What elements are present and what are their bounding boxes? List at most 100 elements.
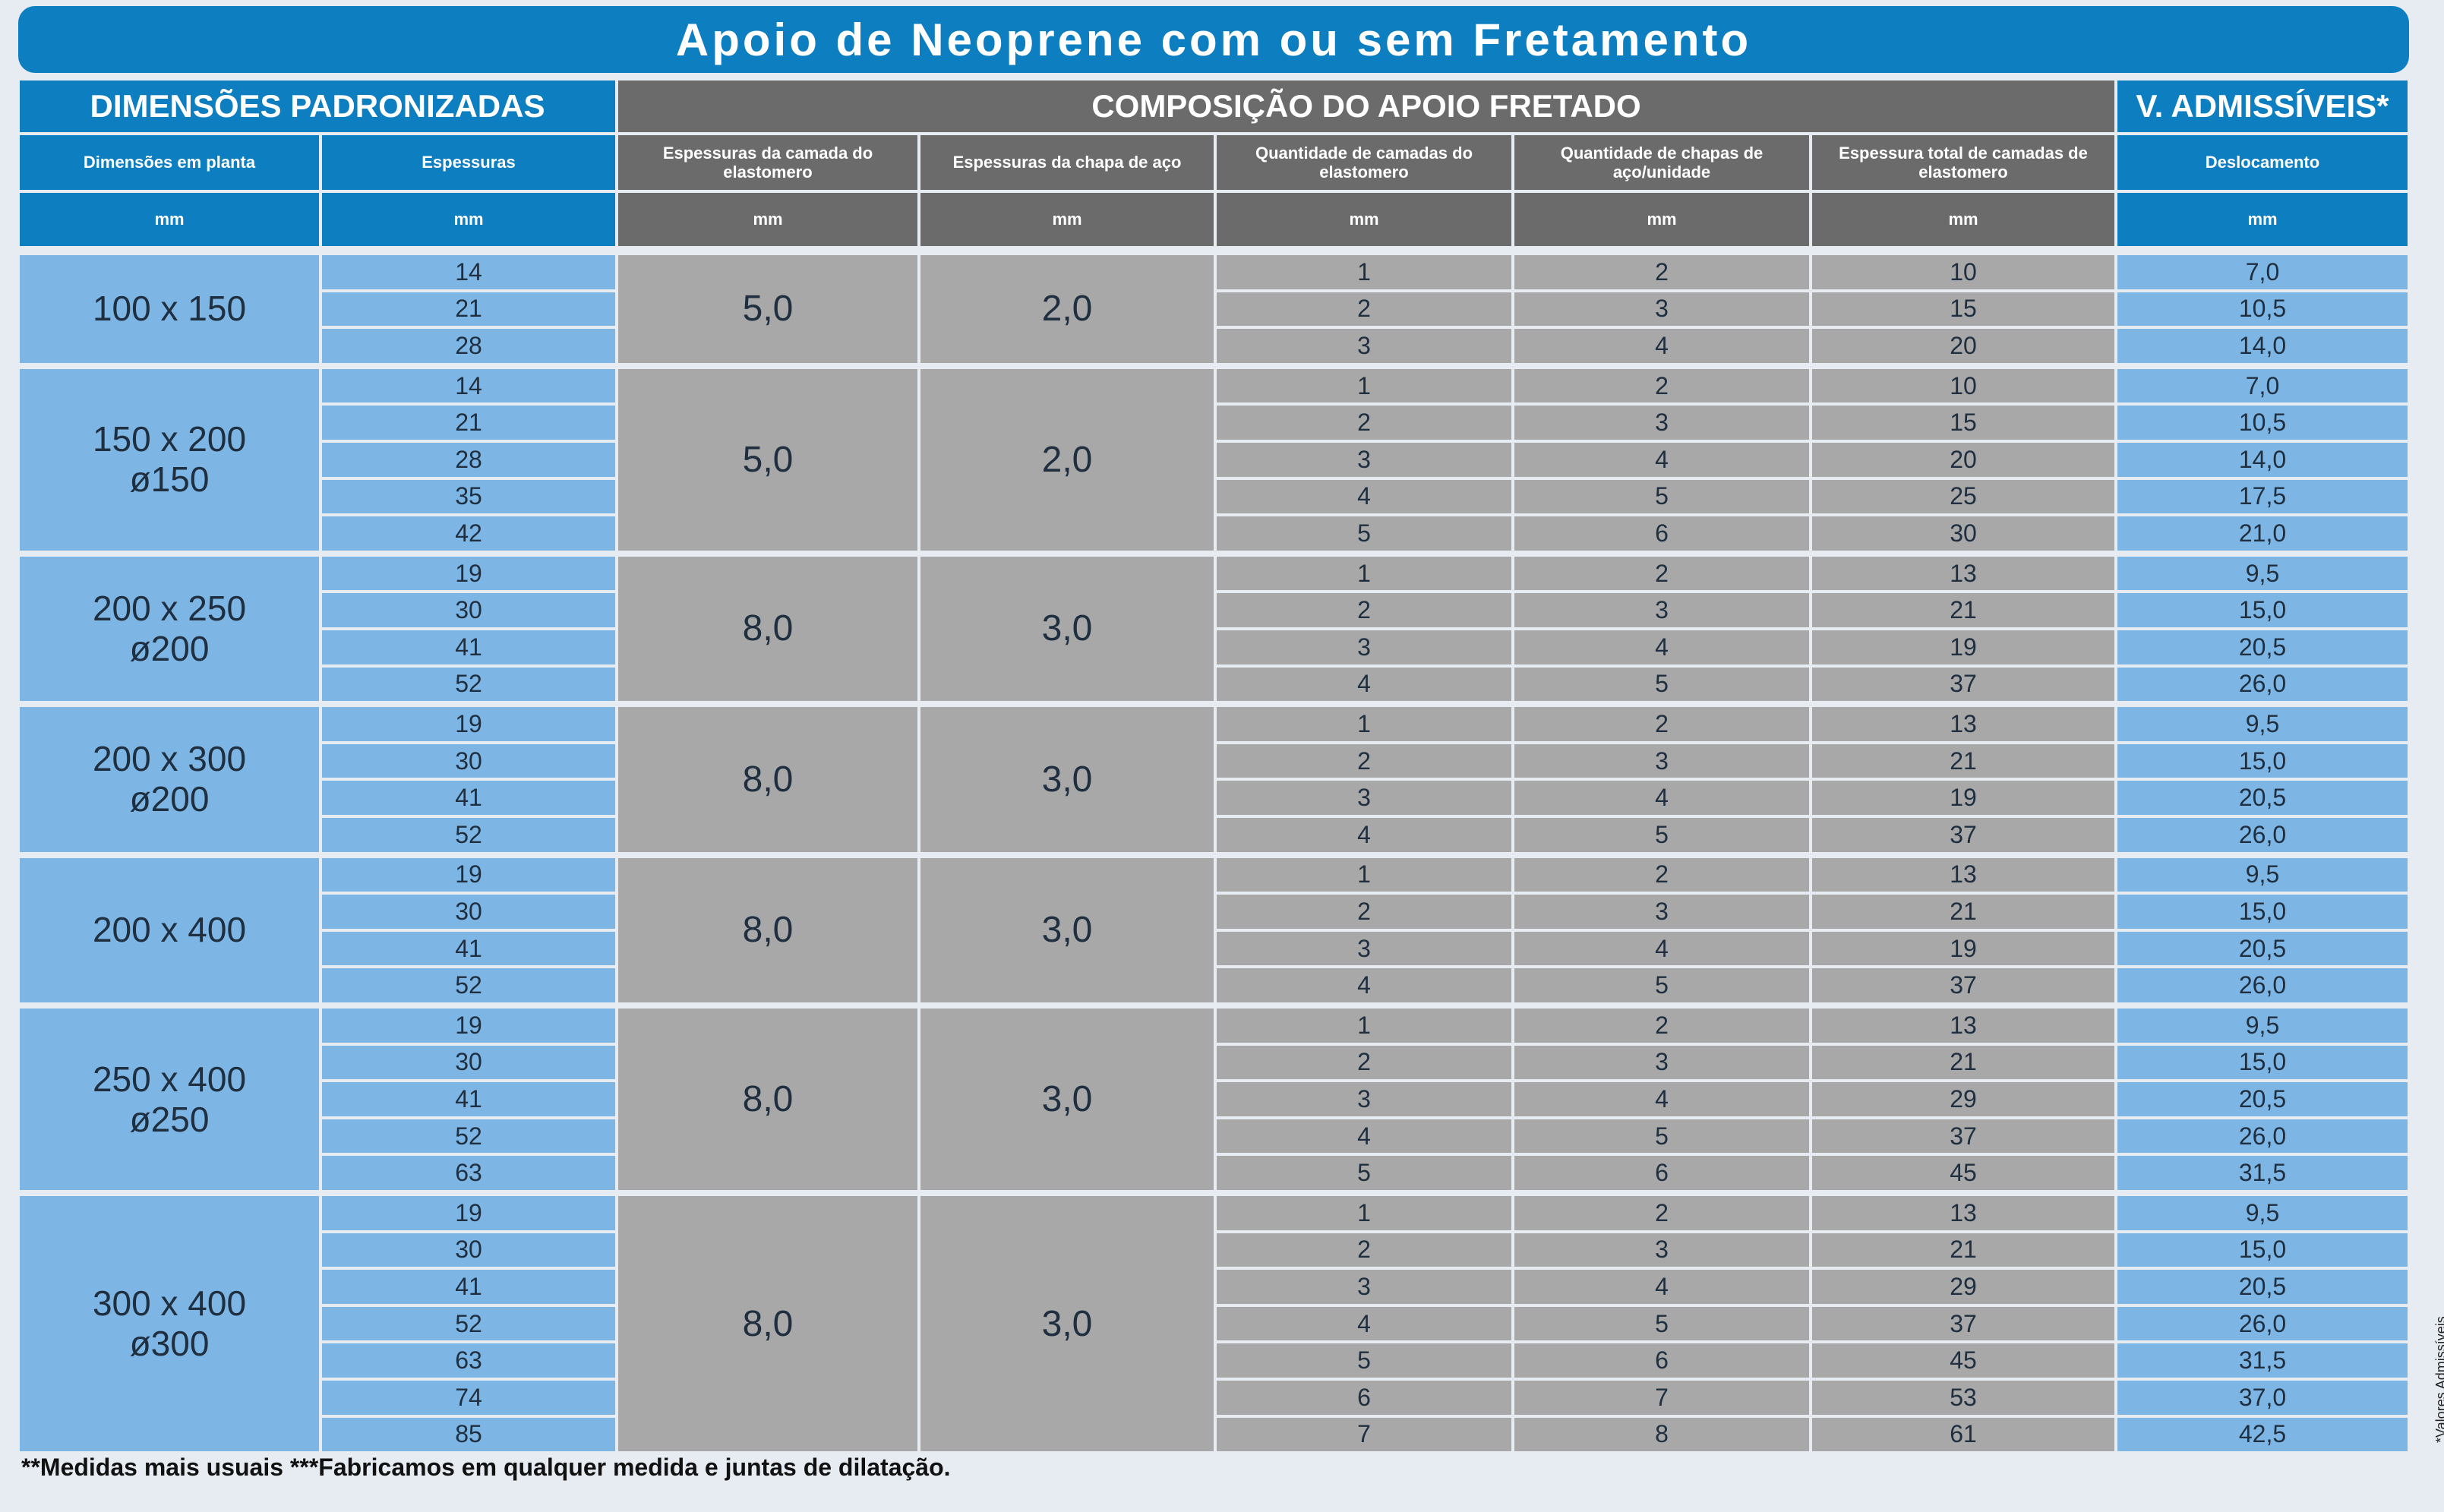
qtd-chapas-cell: 8	[1514, 1417, 1809, 1452]
espessura-total-cell: 29	[1812, 1270, 2114, 1304]
column-header: Deslocamento	[2117, 135, 2408, 190]
espessura-total-cell: 29	[1812, 1082, 2114, 1116]
camada-cell: 8,0	[618, 556, 917, 702]
unit-label: mm	[2117, 193, 2408, 246]
espessura-total-cell: 19	[1812, 630, 2114, 664]
qtd-camadas-cell: 2	[1217, 406, 1511, 440]
espessura-cell: 41	[322, 1270, 615, 1304]
espessura-total-cell: 37	[1812, 1119, 2114, 1154]
qtd-chapas-cell: 4	[1514, 329, 1809, 363]
espessura-total-cell: 37	[1812, 818, 2114, 852]
deslocamento-cell: 9,5	[2117, 707, 2408, 741]
qtd-camadas-cell: 1	[1217, 857, 1511, 892]
deslocamento-cell: 7,0	[2117, 255, 2408, 289]
espessura-total-cell: 10	[1812, 368, 2114, 403]
qtd-camadas-cell: 3	[1217, 1082, 1511, 1116]
qtd-chapas-cell: 2	[1514, 1196, 1809, 1230]
qtd-chapas-cell: 6	[1514, 516, 1809, 551]
column-header: Espessura total de camadas de elastomero	[1812, 135, 2114, 190]
espessura-cell: 35	[322, 479, 615, 514]
camada-cell: 8,0	[618, 1009, 917, 1190]
qtd-chapas-cell: 5	[1514, 1306, 1809, 1341]
deslocamento-cell: 9,5	[2117, 1196, 2408, 1230]
qtd-chapas-cell: 2	[1514, 556, 1809, 591]
group-header-dimensoes: DIMENSÕES PADRONIZADAS	[20, 80, 615, 132]
espessura-total-cell: 25	[1812, 479, 2114, 514]
qtd-camadas-cell: 4	[1217, 818, 1511, 852]
chapa-cell: 3,0	[920, 857, 1214, 1002]
column-header: Espessuras	[322, 135, 615, 190]
espessura-total-cell: 19	[1812, 781, 2114, 815]
qtd-camadas-cell: 7	[1217, 1417, 1511, 1452]
qtd-camadas-cell: 1	[1217, 368, 1511, 403]
deslocamento-cell: 26,0	[2117, 667, 2408, 702]
deslocamento-cell: 20,5	[2117, 931, 2408, 966]
qtd-chapas-cell: 4	[1514, 1082, 1809, 1116]
espessura-cell: 30	[322, 1233, 615, 1267]
qtd-chapas-cell: 3	[1514, 743, 1809, 778]
qtd-chapas-cell: 2	[1514, 255, 1809, 289]
espessura-cell: 28	[322, 329, 615, 363]
dimension-cell: 250 x 400 ø250	[20, 1009, 319, 1190]
espessura-cell: 85	[322, 1417, 615, 1452]
espessura-cell: 41	[322, 781, 615, 815]
qtd-camadas-cell: 2	[1217, 1045, 1511, 1080]
qtd-chapas-cell: 6	[1514, 1156, 1809, 1190]
qtd-camadas-cell: 2	[1217, 593, 1511, 627]
deslocamento-cell: 31,5	[2117, 1156, 2408, 1190]
espessura-cell: 19	[322, 1196, 615, 1230]
qtd-camadas-cell: 3	[1217, 329, 1511, 363]
qtd-camadas-cell: 3	[1217, 1270, 1511, 1304]
dimension-cell: 200 x 250 ø200	[20, 556, 319, 702]
group-header-composicao: COMPOSIÇÃO DO APOIO FRETADO	[618, 80, 2114, 132]
qtd-camadas-cell: 1	[1217, 556, 1511, 591]
espessura-total-cell: 15	[1812, 406, 2114, 440]
espessura-cell: 52	[322, 968, 615, 1002]
qtd-camadas-cell: 4	[1217, 479, 1511, 514]
qtd-chapas-cell: 2	[1514, 368, 1809, 403]
espessura-total-cell: 13	[1812, 1196, 2114, 1230]
deslocamento-cell: 31,5	[2117, 1343, 2408, 1378]
espessura-total-cell: 45	[1812, 1343, 2114, 1378]
espessura-cell: 19	[322, 857, 615, 892]
dimension-cell: 100 x 150	[20, 255, 319, 363]
chapa-cell: 3,0	[920, 556, 1214, 702]
deslocamento-cell: 10,5	[2117, 292, 2408, 327]
qtd-chapas-cell: 3	[1514, 593, 1809, 627]
qtd-chapas-cell: 2	[1514, 857, 1809, 892]
qtd-camadas-cell: 2	[1217, 895, 1511, 929]
espessura-total-cell: 19	[1812, 931, 2114, 966]
qtd-camadas-cell: 3	[1217, 781, 1511, 815]
unit-label: mm	[920, 193, 1214, 246]
unit-label: mm	[1217, 193, 1511, 246]
chapa-cell: 2,0	[920, 255, 1214, 363]
qtd-chapas-cell: 3	[1514, 406, 1809, 440]
qtd-camadas-cell: 1	[1217, 707, 1511, 741]
espessura-total-cell: 37	[1812, 968, 2114, 1002]
qtd-camadas-cell: 2	[1217, 1233, 1511, 1267]
dimension-cell: 200 x 300 ø200	[20, 707, 319, 852]
qtd-chapas-cell: 3	[1514, 895, 1809, 929]
espessura-total-cell: 13	[1812, 556, 2114, 591]
column-header: Espessuras da chapa de aço	[920, 135, 1214, 190]
espessura-total-cell: 15	[1812, 292, 2114, 327]
deslocamento-cell: 20,5	[2117, 630, 2408, 664]
qtd-camadas-cell: 3	[1217, 931, 1511, 966]
qtd-camadas-cell: 4	[1217, 667, 1511, 702]
qtd-camadas-cell: 5	[1217, 1343, 1511, 1378]
espessura-total-cell: 10	[1812, 255, 2114, 289]
espessura-total-cell: 21	[1812, 743, 2114, 778]
espessura-total-cell: 53	[1812, 1381, 2114, 1415]
espessura-cell: 30	[322, 593, 615, 627]
espessura-total-cell: 30	[1812, 516, 2114, 551]
deslocamento-cell: 20,5	[2117, 1270, 2408, 1304]
deslocamento-cell: 14,0	[2117, 329, 2408, 363]
deslocamento-cell: 21,0	[2117, 516, 2408, 551]
qtd-chapas-cell: 3	[1514, 1233, 1809, 1267]
qtd-camadas-cell: 5	[1217, 1156, 1511, 1190]
espessura-cell: 21	[322, 406, 615, 440]
qtd-chapas-cell: 5	[1514, 968, 1809, 1002]
espessura-total-cell: 13	[1812, 1009, 2114, 1043]
chapa-cell: 3,0	[920, 1009, 1214, 1190]
